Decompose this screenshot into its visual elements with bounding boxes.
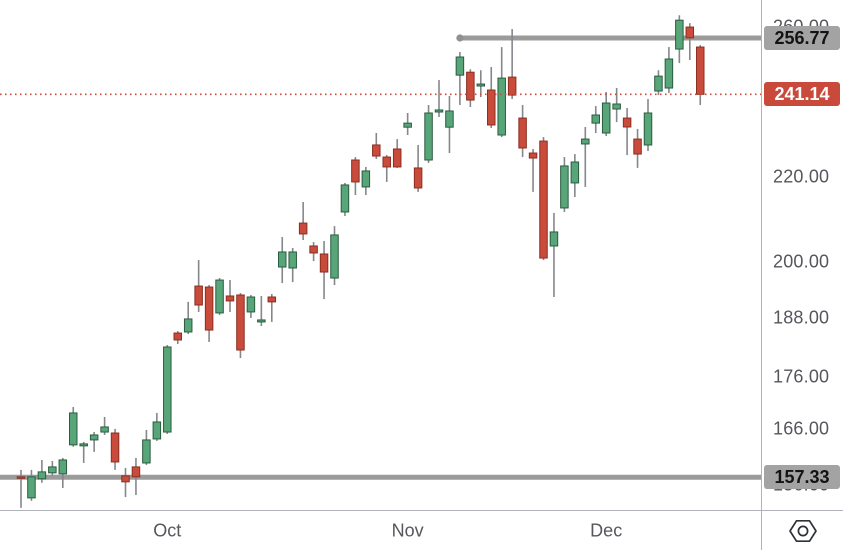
candle[interactable] — [643, 112, 653, 146]
candle[interactable] — [382, 156, 391, 168]
candle[interactable] — [225, 295, 235, 302]
candle[interactable] — [455, 56, 465, 76]
candle[interactable] — [622, 117, 632, 128]
month-label-nov: Nov — [391, 520, 424, 541]
candle[interactable] — [27, 476, 36, 499]
price-tick-label: 220.00 — [773, 166, 830, 187]
candle[interactable] — [131, 466, 141, 478]
candle[interactable] — [319, 253, 329, 273]
candle[interactable] — [152, 421, 162, 440]
candle[interactable] — [612, 103, 621, 110]
candle[interactable] — [413, 167, 423, 189]
candle[interactable] — [424, 112, 433, 161]
candle[interactable] — [340, 184, 350, 213]
price-tick-label: 176.00 — [773, 366, 830, 387]
candle[interactable] — [601, 102, 611, 134]
candle[interactable] — [487, 89, 496, 126]
candle[interactable] — [518, 117, 527, 149]
candle[interactable] — [37, 471, 47, 480]
candlestick-chart[interactable] — [0, 0, 761, 510]
candle[interactable] — [581, 138, 590, 145]
time-axis[interactable]: Oct Nov Dec — [0, 510, 761, 550]
candle[interactable] — [215, 279, 224, 314]
candle[interactable] — [351, 159, 360, 183]
price-axis[interactable]: 156.00166.00176.00188.00200.00220.00260.… — [761, 0, 843, 510]
ray-anchor-dot[interactable] — [456, 34, 464, 42]
candle[interactable] — [236, 294, 245, 351]
candle[interactable] — [246, 296, 256, 313]
last-price-badge: 241.14 — [764, 82, 840, 107]
candle[interactable] — [696, 46, 705, 95]
candle[interactable] — [507, 76, 517, 96]
price-tick-label: 188.00 — [773, 307, 830, 328]
candle[interactable] — [267, 296, 277, 303]
candle[interactable] — [58, 459, 68, 475]
candle[interactable] — [79, 443, 88, 447]
level-price-badge-157: 157.33 — [764, 465, 840, 490]
candle[interactable] — [685, 26, 695, 39]
candle[interactable] — [497, 77, 506, 136]
candle[interactable] — [591, 114, 600, 124]
price-tick-label: 166.00 — [773, 418, 830, 439]
candle[interactable] — [570, 161, 580, 184]
candle[interactable] — [100, 426, 109, 433]
candle[interactable] — [278, 251, 287, 268]
settings-icon[interactable] — [786, 517, 820, 545]
candle[interactable] — [309, 245, 318, 254]
candle[interactable] — [298, 222, 308, 235]
candle[interactable] — [633, 138, 642, 155]
candle[interactable] — [69, 412, 78, 446]
candle[interactable] — [560, 165, 569, 209]
candle[interactable] — [403, 122, 412, 128]
candle[interactable] — [194, 285, 203, 306]
candle[interactable] — [549, 231, 559, 247]
candle[interactable] — [330, 234, 339, 279]
candle[interactable] — [163, 346, 172, 433]
candle[interactable] — [392, 148, 402, 168]
candle[interactable] — [654, 75, 663, 92]
price-tick-label: 200.00 — [773, 251, 830, 272]
chart-plot-area[interactable] — [0, 0, 761, 510]
candle[interactable] — [204, 286, 214, 331]
candle[interactable] — [372, 144, 381, 157]
candle[interactable] — [48, 466, 57, 474]
candle[interactable] — [539, 140, 548, 259]
candle[interactable] — [445, 110, 454, 128]
candle[interactable] — [183, 318, 193, 333]
candle[interactable] — [110, 432, 120, 463]
candle[interactable] — [142, 439, 151, 464]
candle[interactable] — [361, 170, 371, 188]
candle[interactable] — [288, 251, 297, 269]
candle[interactable] — [16, 476, 26, 479]
candle[interactable] — [173, 332, 182, 341]
candle[interactable] — [528, 152, 538, 159]
candle[interactable] — [257, 319, 266, 323]
month-label-dec: Dec — [590, 520, 623, 541]
axis-corner — [761, 510, 843, 550]
candle[interactable] — [121, 475, 130, 483]
candle[interactable] — [675, 19, 684, 50]
candle[interactable] — [466, 71, 475, 101]
candle[interactable] — [89, 434, 99, 441]
candle[interactable] — [476, 83, 486, 87]
candle[interactable] — [434, 109, 444, 113]
candle[interactable] — [664, 58, 674, 89]
month-label-oct: Oct — [153, 520, 182, 541]
level-price-badge-256: 256.77 — [764, 25, 840, 50]
